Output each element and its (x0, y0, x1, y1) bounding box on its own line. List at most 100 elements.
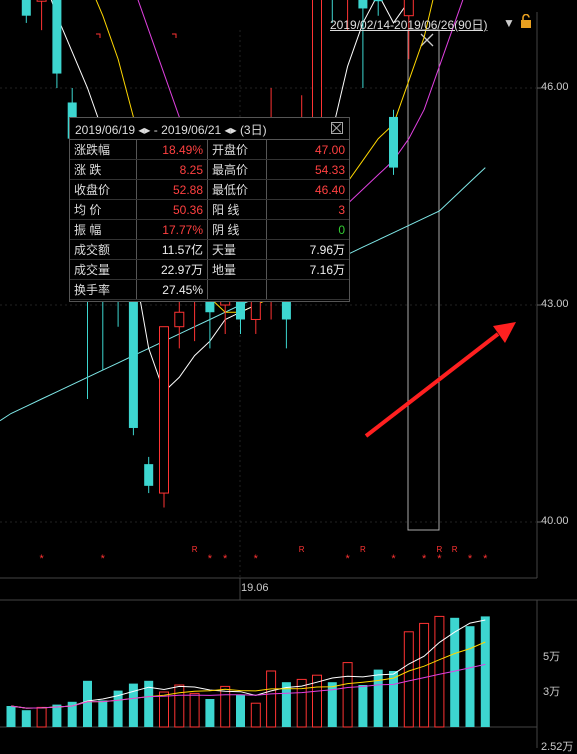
star-marker: * (468, 553, 473, 565)
star-marker: * (39, 553, 44, 565)
stat-label: 地量 (207, 259, 267, 280)
candle-body (144, 464, 154, 486)
lock-icon[interactable] (520, 13, 532, 33)
volume-bar (312, 674, 322, 728)
corner-mark (96, 33, 101, 38)
stat-value: 47.00 (266, 140, 349, 160)
candle-body (358, 0, 368, 9)
stat-value: 54.33 (266, 159, 349, 180)
stat-row: 涨跌幅 18.49% 开盘价 47.00 (70, 140, 349, 160)
volume-bar (21, 710, 31, 727)
star-marker: * (101, 553, 106, 565)
candle-body (403, 0, 414, 17)
star-marker: * (208, 553, 213, 565)
star-marker: * (254, 553, 259, 565)
stat-row: 成交量 22.97万 地量 7.16万 (70, 259, 349, 280)
stat-row: 成交额 11.57亿 天量 7.96万 (70, 239, 349, 260)
step-arrows-icon[interactable]: ◂▸ (138, 123, 154, 137)
candle-body (36, 0, 47, 2)
volume-ma-line (10, 663, 486, 709)
price-axis-label: 46.00 (541, 81, 569, 94)
volume-bar (296, 678, 307, 728)
volume-bar (83, 680, 92, 727)
volume-bar (358, 685, 368, 727)
candle-body (159, 326, 169, 494)
corner-mark (172, 33, 177, 38)
range-end-date: 2019/06/21 (161, 123, 222, 137)
volume-axis-label: 2.52万 (541, 741, 574, 753)
stat-label: 均 价 (70, 199, 137, 220)
range-days: (3日) (239, 123, 267, 137)
star-marker: * (223, 553, 228, 565)
stat-label: 阴 线 (207, 219, 267, 240)
stat-row: 收盘价 52.88 最低价 46.40 (70, 179, 349, 200)
volume-bar (6, 706, 16, 727)
stat-label: 成交量 (70, 259, 137, 280)
volume-bar (67, 701, 77, 727)
volume-bar (373, 669, 383, 727)
candle-body (373, 0, 383, 2)
volume-bar (98, 700, 108, 727)
volume-bar (174, 684, 185, 728)
star-marker: * (345, 553, 350, 565)
stat-value: 17.77% (136, 219, 208, 240)
stat-value: 27.45% (136, 279, 208, 300)
stat-label: 收盘价 (70, 179, 137, 200)
r-marker: R (360, 545, 366, 554)
stat-label (207, 279, 267, 300)
range-start-date: 2019/06/19 (75, 123, 136, 137)
volume-bar (236, 694, 245, 727)
x-axis-label: 19.06 (241, 582, 269, 594)
volume-bar (113, 690, 123, 727)
volume-bar (342, 662, 353, 728)
star-marker: * (437, 553, 442, 565)
volume-bar (465, 626, 475, 727)
trend-arrow (364, 332, 500, 438)
stat-value: 52.88 (136, 179, 208, 200)
stat-value: 18.49% (136, 140, 208, 160)
star-marker: * (483, 553, 488, 565)
stat-label: 最低价 (207, 179, 267, 200)
stat-label: 涨跌幅 (70, 140, 137, 160)
stat-value: 8.25 (136, 159, 208, 180)
volume-bar (128, 683, 138, 727)
volume-bar (52, 704, 62, 727)
volume-bar (434, 615, 445, 728)
stat-value: 0 (266, 219, 349, 240)
volume-bar (189, 692, 200, 728)
volume-axis-label: 5万 (543, 651, 561, 663)
volume-bar (250, 702, 261, 728)
star-marker: * (422, 553, 427, 565)
date-range-label[interactable]: 2019/02/14-2019/06/26(90日) (330, 18, 488, 32)
close-icon[interactable] (331, 122, 343, 134)
candle-body (52, 0, 62, 74)
stat-label: 振 幅 (70, 219, 137, 240)
stat-value: 50.36 (136, 199, 208, 220)
candle-body (389, 116, 398, 168)
candle-body (128, 297, 138, 428)
step-arrows-icon[interactable]: ◂▸ (224, 123, 240, 137)
stat-value (266, 279, 349, 300)
volume-bar (389, 671, 398, 727)
stat-label: 成交额 (70, 239, 137, 260)
star-marker: * (391, 553, 396, 565)
candle-body (312, 0, 322, 132)
chevron-down-icon[interactable]: ▼ (503, 16, 515, 30)
volume-bar (281, 682, 291, 727)
range-stats-dates: 2019/06/19 ◂▸ - 2019/06/21 ◂▸ (3日) (75, 123, 267, 137)
volume-bar (266, 670, 277, 728)
price-axis-label: 43.00 (541, 298, 569, 310)
r-marker: R (299, 545, 305, 554)
trend-arrow-head (493, 322, 516, 343)
stat-row: 涨 跌 8.25 最高价 54.33 (70, 159, 349, 180)
range-selection-box (407, 29, 440, 531)
stat-row: 换手率 27.45% (70, 279, 349, 300)
volume-bar (480, 616, 490, 727)
stat-value: 7.96万 (266, 239, 349, 260)
volume-bar (144, 680, 154, 727)
range-stats-header: 2019/06/19 ◂▸ - 2019/06/21 ◂▸ (3日) (70, 118, 349, 140)
